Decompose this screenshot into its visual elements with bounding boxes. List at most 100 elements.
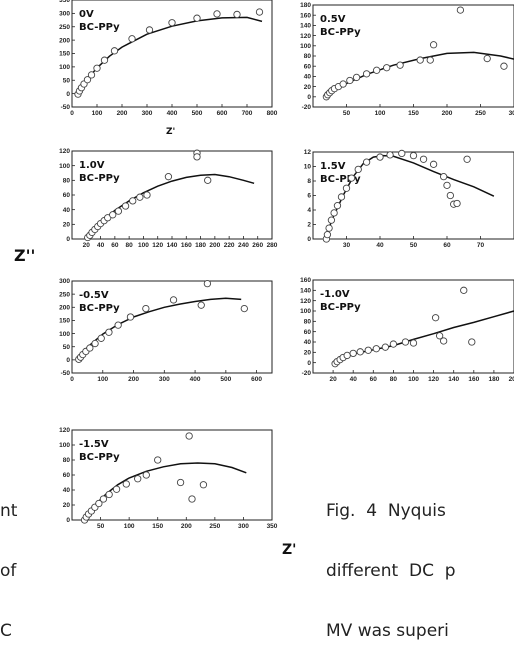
y-tick-label: 100 bbox=[59, 442, 70, 449]
y-axis-label: Z'' bbox=[14, 246, 36, 265]
data-point bbox=[439, 337, 448, 345]
data-point bbox=[362, 70, 371, 78]
y-tick-label: 100 bbox=[300, 308, 311, 315]
y-tick-label: 160 bbox=[300, 12, 311, 19]
y-tick-label: 60 bbox=[63, 472, 71, 479]
data-point bbox=[347, 174, 356, 182]
y-tick-label: 250 bbox=[59, 24, 70, 31]
y-tick-label: 50 bbox=[63, 344, 71, 351]
x-tick-label: 100 bbox=[375, 110, 386, 117]
y-tick-label: 350 bbox=[59, 0, 70, 4]
data-point bbox=[203, 279, 212, 288]
data-point bbox=[346, 76, 354, 85]
data-point bbox=[409, 339, 418, 347]
x-tick-label: 200 bbox=[181, 523, 192, 530]
y-tick-label: 140 bbox=[300, 23, 311, 30]
y-tick-label: 8 bbox=[307, 178, 311, 185]
y-tick-label: 40 bbox=[304, 339, 312, 346]
y-tick-label: 200 bbox=[59, 304, 70, 311]
data-point bbox=[114, 207, 123, 215]
data-point bbox=[426, 56, 434, 64]
data-point bbox=[364, 346, 372, 354]
data-point bbox=[446, 191, 455, 200]
x-tick-label: 350 bbox=[267, 523, 278, 530]
x-tick-label: 100 bbox=[138, 242, 149, 249]
x-tick-label: 220 bbox=[224, 242, 235, 249]
x-tick-label: 0 bbox=[70, 376, 74, 383]
data-point bbox=[349, 349, 357, 358]
data-point bbox=[453, 199, 461, 208]
x-tick-label: 240 bbox=[238, 242, 249, 249]
y-tick-label: 50 bbox=[63, 77, 71, 84]
data-point bbox=[255, 8, 264, 16]
data-point bbox=[333, 202, 342, 210]
x-tick-label: 250 bbox=[475, 110, 486, 117]
x-tick-label: 20 bbox=[329, 376, 337, 383]
data-point bbox=[381, 343, 390, 351]
y-tick-label: 10 bbox=[304, 164, 312, 171]
caption-right: Fig. 4 Nyquis different DC p MV was supe… bbox=[326, 461, 456, 661]
y-tick-label: 180 bbox=[300, 2, 311, 9]
data-point bbox=[164, 173, 173, 181]
x-tick-label: 300 bbox=[509, 110, 514, 117]
y-tick-label: 0 bbox=[66, 236, 70, 243]
panel-voltage-label: -1.5V bbox=[79, 439, 109, 450]
y-tick-label: 0 bbox=[66, 517, 70, 524]
y-tick-label: 80 bbox=[63, 457, 71, 464]
data-point bbox=[373, 66, 381, 74]
data-point bbox=[354, 165, 362, 174]
data-point bbox=[204, 176, 212, 184]
data-point bbox=[439, 172, 448, 181]
data-point bbox=[468, 338, 476, 346]
x-tick-label: 180 bbox=[195, 242, 206, 249]
x-tick-label: 40 bbox=[376, 242, 384, 249]
caption-left-line: nt bbox=[0, 501, 18, 521]
x-tick-label: 300 bbox=[238, 523, 249, 530]
data-point bbox=[143, 191, 151, 199]
panel-sample-label: BC-PPy bbox=[320, 302, 361, 313]
y-tick-label: 100 bbox=[59, 163, 70, 170]
x-tick-label: 60 bbox=[443, 242, 451, 249]
y-tick-label: 20 bbox=[304, 350, 312, 357]
data-point bbox=[443, 181, 451, 189]
data-point bbox=[398, 149, 406, 158]
data-point bbox=[126, 313, 135, 321]
y-tick-label: 40 bbox=[304, 74, 312, 81]
y-tick-label: 0 bbox=[307, 236, 311, 243]
y-tick-label: 100 bbox=[300, 43, 311, 50]
data-point bbox=[112, 485, 121, 493]
data-point bbox=[463, 155, 471, 163]
data-point bbox=[419, 155, 428, 163]
y-tick-label: 40 bbox=[63, 207, 71, 214]
data-point bbox=[197, 301, 205, 309]
panel-sample-label: BC-PPy bbox=[320, 27, 361, 38]
data-point bbox=[401, 338, 410, 346]
x-tick-label: 260 bbox=[252, 242, 263, 249]
data-point bbox=[114, 321, 122, 329]
caption-left: nt of C bbox=[0, 461, 17, 661]
data-point bbox=[356, 348, 364, 356]
x-tick-label: 100 bbox=[408, 376, 419, 383]
y-tick-label: -20 bbox=[302, 104, 312, 111]
data-point bbox=[456, 6, 465, 14]
data-point bbox=[105, 328, 113, 336]
data-point bbox=[142, 471, 150, 479]
y-tick-label: 40 bbox=[63, 487, 71, 494]
x-tick-label: 80 bbox=[390, 376, 398, 383]
x-tick-label: 150 bbox=[408, 110, 419, 117]
x-tick-label: 120 bbox=[152, 242, 163, 249]
data-point bbox=[337, 193, 346, 201]
y-tick-label: 4 bbox=[307, 207, 311, 214]
panel-voltage-label: 1.5V bbox=[320, 161, 346, 172]
data-point bbox=[483, 54, 491, 63]
x-tick-label: 200 bbox=[128, 376, 139, 383]
y-tick-label: -20 bbox=[302, 370, 312, 377]
y-tick-label: 20 bbox=[63, 502, 71, 509]
data-point bbox=[129, 197, 137, 205]
data-point bbox=[500, 62, 508, 70]
data-point bbox=[110, 47, 119, 55]
y-tick-label: 100 bbox=[59, 64, 70, 71]
plot-frame bbox=[71, 0, 273, 108]
data-point bbox=[372, 345, 380, 353]
